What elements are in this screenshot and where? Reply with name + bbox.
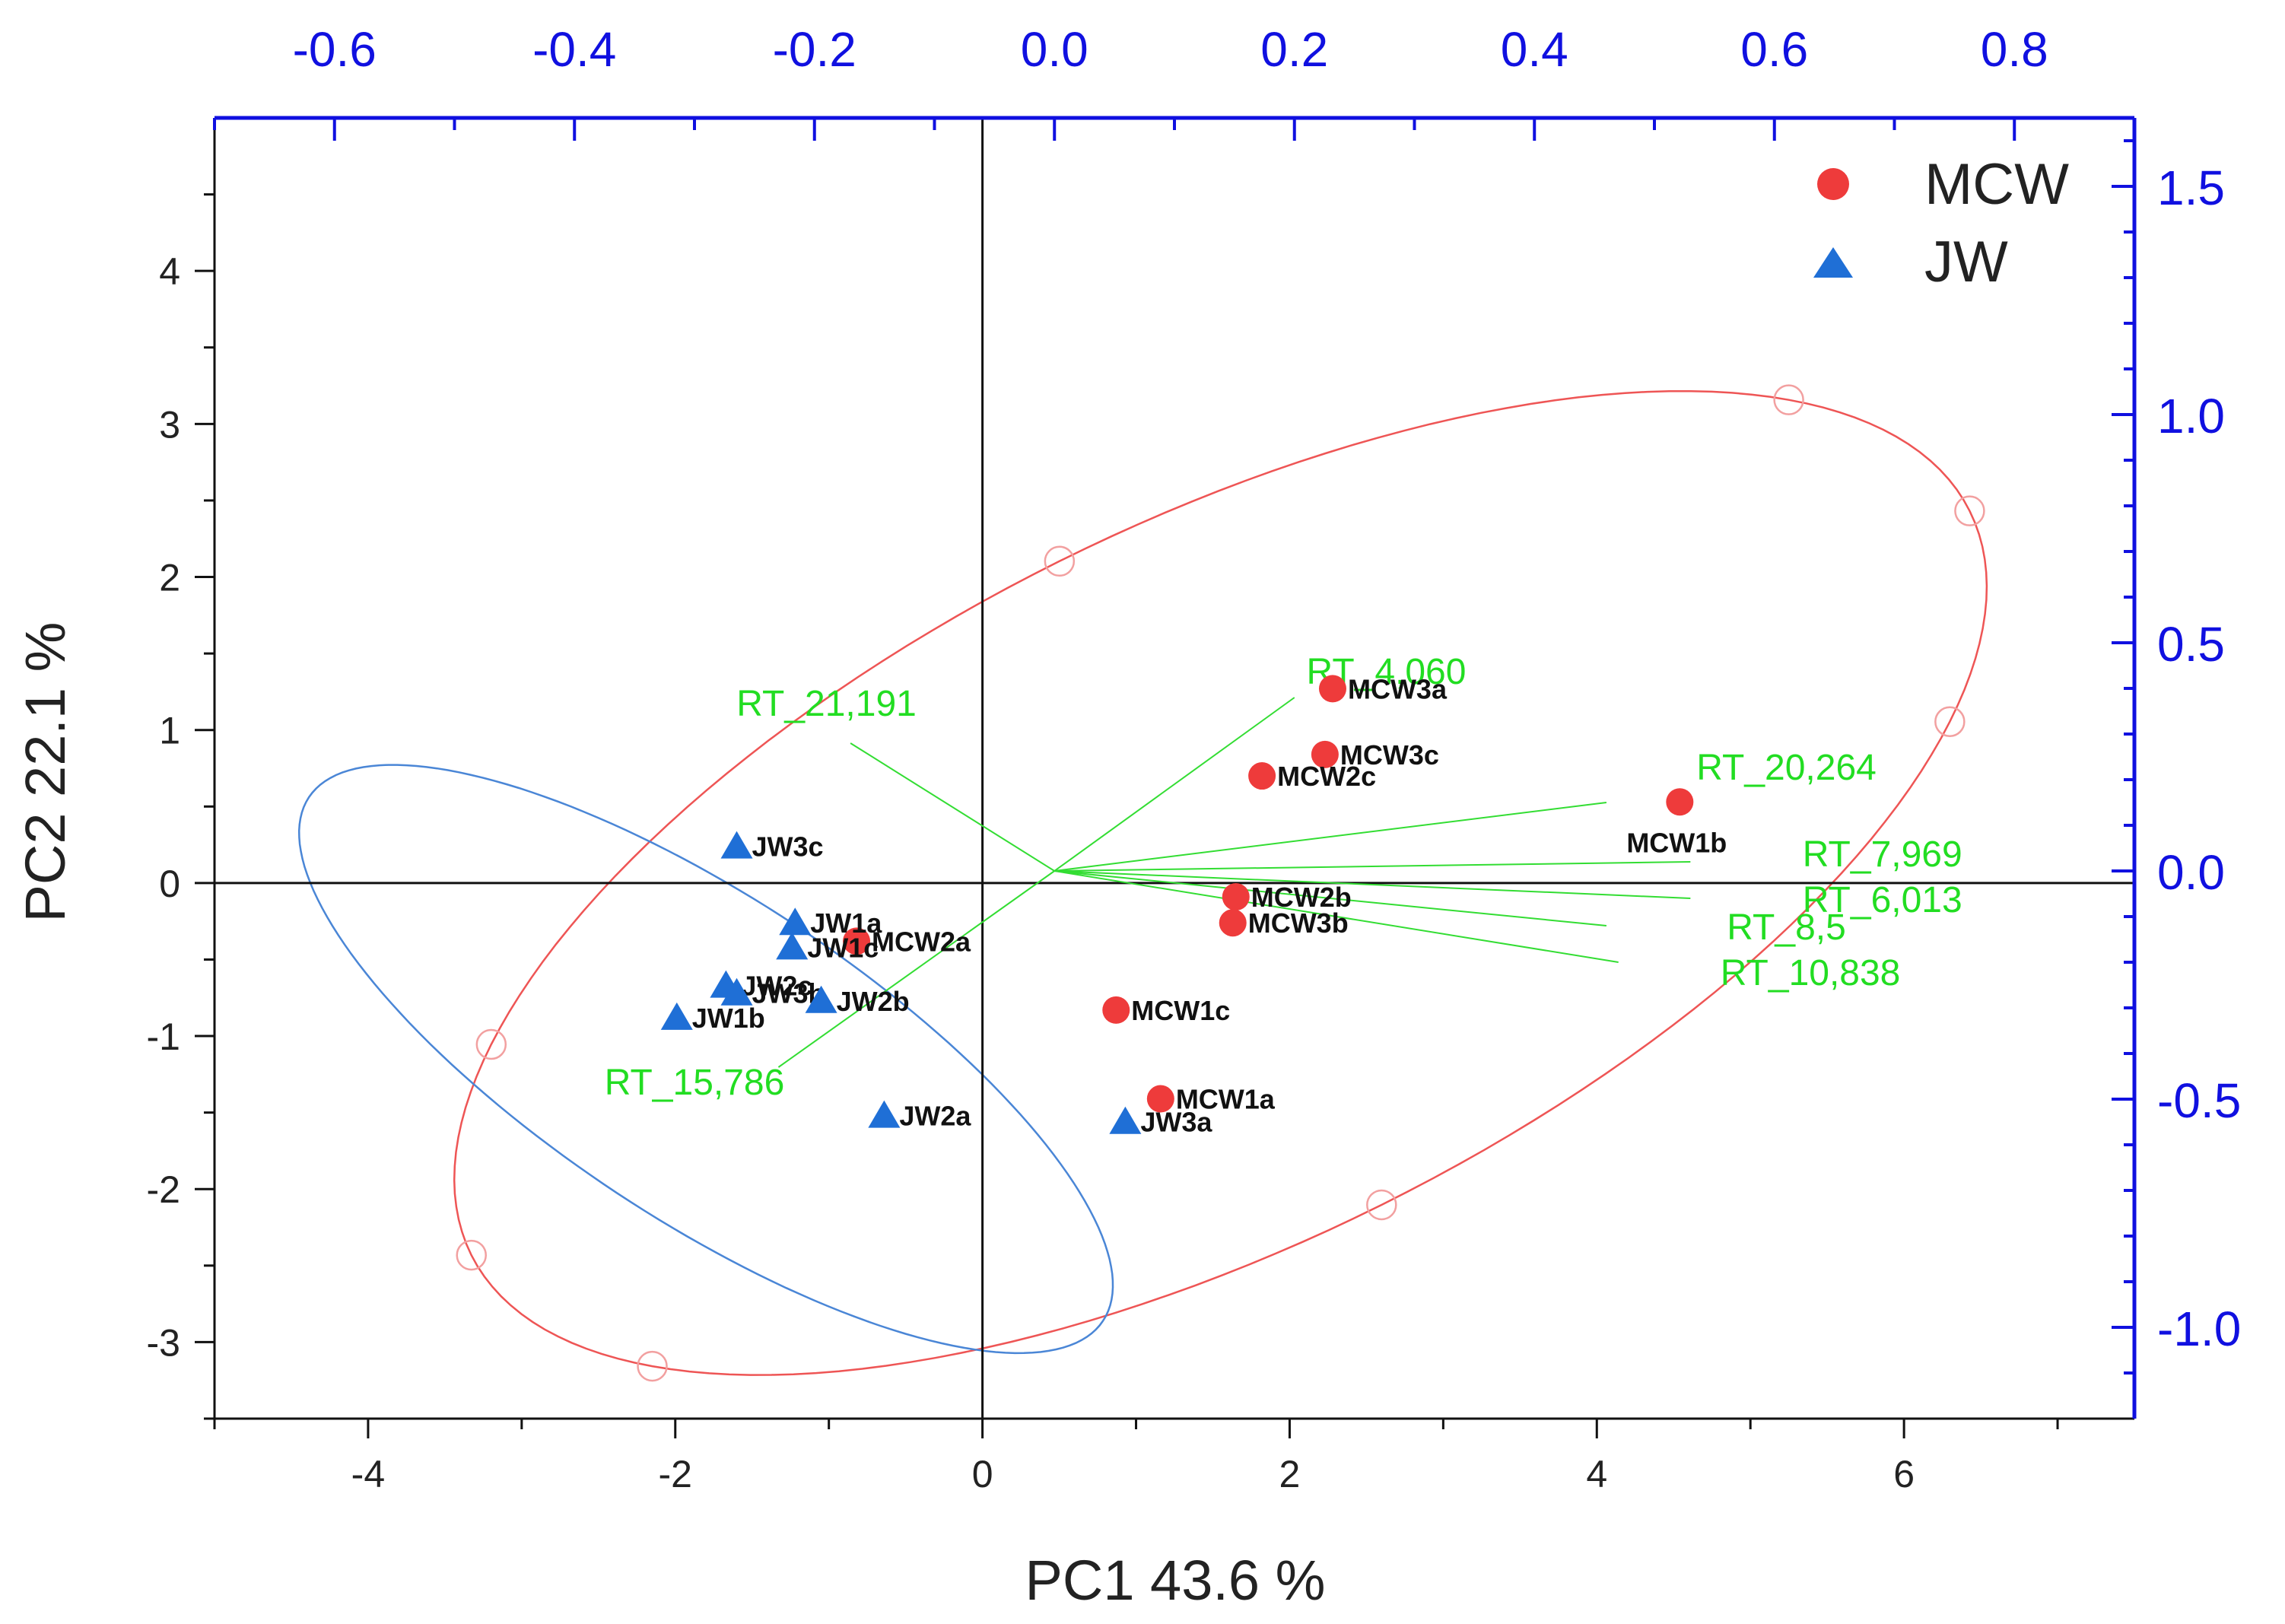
ellipse-marker-mcw [1954,495,1985,526]
y-tick-label-3: 3 [159,403,180,446]
point-label-mcw3b: MCW3b [1248,907,1349,939]
point-jw3b [720,977,753,1006]
loading-vectors: RT_4,060RT_21,191RT_20,264RT_7,969RT_6,0… [605,652,1962,1103]
point-mcw2c [1248,762,1276,790]
point-jw2a [868,1100,901,1128]
point-label-mcw1c: MCW1c [1131,995,1230,1026]
ellipse-mcw [453,389,1988,1376]
y-tick-label-2: -2 [147,1168,180,1211]
point-label-jw2a: JW2a [899,1101,971,1132]
loading-vector-rt-8-5 [1054,870,1606,926]
legend-label-jw: JW [1924,230,2008,294]
legend: MCW JW [1813,152,2069,294]
x-tick-label-4: -4 [351,1453,385,1495]
loading-vector-rt-4-060 [1054,697,1295,872]
right-tick-label-1-0: -1.0 [2157,1301,2241,1356]
point-mcw1b [1666,788,1694,816]
top-tick-label-0-8: 0.8 [1981,22,2048,77]
top-tick-label-0-2: 0.2 [1260,22,1328,77]
top-tick-label-0-4: -0.4 [532,22,616,77]
point-jw3c [720,831,753,859]
y-tick-label-0: 0 [159,863,180,905]
ellipse-marker-mcw [1773,384,1804,415]
point-mcw3c [1311,740,1339,768]
point-jw1a [779,907,812,936]
x-tick-label-6: 6 [1893,1453,1915,1495]
point-label-jw3c: JW3c [752,831,824,863]
top-tick-label-0-2: -0.2 [773,22,856,77]
top-tick-label-0-6: 0.6 [1740,22,1808,77]
point-label-mcw3c: MCW3c [1340,739,1439,771]
loading-label-rt-8-5: RT_8,5 [1727,907,1846,948]
point-jw2b [805,985,837,1013]
right-tick-label-0-0: 0.0 [2157,845,2225,900]
point-jw3a [1109,1106,1142,1134]
loading-vector-rt-10-838 [1054,870,1619,963]
point-label-jw2b: JW2b [837,986,910,1017]
loading-label-rt-6-013: RT_6,013 [1803,880,1962,920]
right-tick-label-1-5: 1.5 [2157,160,2225,215]
point-label-jw1a: JW1a [810,907,882,939]
point-label-jw1c: JW1c [807,932,879,963]
point-label-mcw3a: MCW3a [1348,673,1448,704]
top-tick-label-0-4: 0.4 [1501,22,1568,77]
point-mcw2b [1222,882,1250,911]
point-label-mcw2b: MCW2b [1251,882,1352,913]
point-mcw3b [1219,909,1247,937]
legend-marker-mcw [1817,168,1849,200]
point-mcw1c [1102,996,1130,1024]
point-label-jw2c: JW2c [741,971,812,1002]
point-label-mcw2a: MCW2a [872,926,971,957]
point-jw1b [660,1002,693,1030]
loading-vector-rt-7-969 [1054,861,1691,872]
axis-ticks: -4 -2 0 2 4 6 -3 -2 -1 0 1 2 3 4 -0.6 -0.4 -0.2 0.0 0.2 0.4… [147,22,2242,1495]
top-tick-label-0-6: -0.6 [293,22,377,77]
y-axis-title: PC2 22.1 % [14,622,77,923]
x-tick-label-4: 4 [1586,1453,1607,1495]
loading-vector-rt-6-013 [1054,870,1691,899]
y-tick-label-2: 2 [159,557,180,599]
ellipse-marker-mcw [1044,545,1076,577]
point-mcw2a [843,927,871,955]
y-tick-label-1: -1 [147,1015,180,1058]
loading-label-rt-20-264: RT_20,264 [1696,748,1877,788]
loading-vector-rt-15-786 [777,870,1055,1068]
ellipse-marker-mcw [637,1350,668,1382]
loading-vector-rt-21-191 [850,742,1055,872]
y-tick-label-3: -3 [147,1321,180,1364]
top-tick-label-0-0: 0.0 [1021,22,1088,77]
x-tick-label-0: 0 [972,1453,993,1495]
ellipse-marker-mcw [475,1028,507,1060]
point-jw1c [776,932,809,960]
ellipse-marker-mcw [1934,706,1966,738]
x-axis-title: PC1 43.6 % [1025,1549,1326,1612]
loading-label-rt-15-786: RT_15,786 [605,1063,785,1103]
x-tick-label-2: 2 [1279,1453,1301,1495]
point-mcw1a [1146,1085,1174,1113]
x-tick-label-2: -2 [659,1453,692,1495]
legend-label-mcw: MCW [1924,152,2069,217]
point-label-mcw1a: MCW1a [1176,1084,1276,1115]
loading-label-rt-7-969: RT_7,969 [1803,834,1962,875]
point-label-jw1b: JW1b [692,1003,765,1034]
point-label-jw3a: JW3a [1140,1107,1212,1138]
loading-label-rt-21-191: RT_21,191 [736,684,917,724]
right-tick-label-1-0: 1.0 [2157,389,2225,443]
loading-label-rt-10-838: RT_10,838 [1721,953,1901,993]
loading-vector-rt-20-264 [1054,802,1607,872]
y-tick-label-1: 1 [159,710,180,752]
point-label-mcw1b: MCW1b [1626,827,1727,858]
ellipse-marker-mcw [1366,1189,1397,1221]
ellipse-marker-mcw [456,1239,487,1271]
y-tick-label-4: 4 [159,250,180,293]
legend-marker-jw [1813,247,1853,278]
right-tick-label-0-5: -0.5 [2157,1073,2241,1128]
right-tick-label-0-5: 0.5 [2157,617,2225,672]
point-mcw3a [1318,675,1346,703]
point-label-mcw2c: MCW2c [1277,761,1376,792]
